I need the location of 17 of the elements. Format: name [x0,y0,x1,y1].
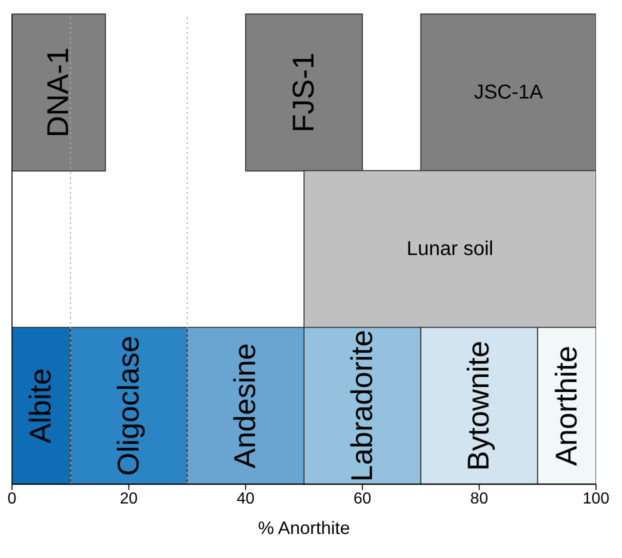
series-label: Labradorite [346,330,379,482]
x-tick-label: 100 [582,490,610,508]
series-label: Anorthite [550,346,584,466]
x-tick-label: 60 [354,490,372,508]
x-tick-label: 0 [8,490,17,508]
x-tick-label: 20 [120,490,138,508]
series-label: Albite [24,368,58,444]
series-label: Lunar soil [406,238,494,260]
series-label: JSC-1A [474,82,544,104]
x-tick-label: 40 [236,490,255,508]
series-label: Bytownite [462,340,496,471]
x-tick-label: 80 [470,490,488,508]
series-label: DNA-1 [42,47,76,138]
x-axis-title: % Anorthite [258,518,350,538]
series-label: Andesine [229,343,262,468]
series-label: FJS-1 [288,52,320,133]
series-label: Oligoclase [112,336,146,476]
